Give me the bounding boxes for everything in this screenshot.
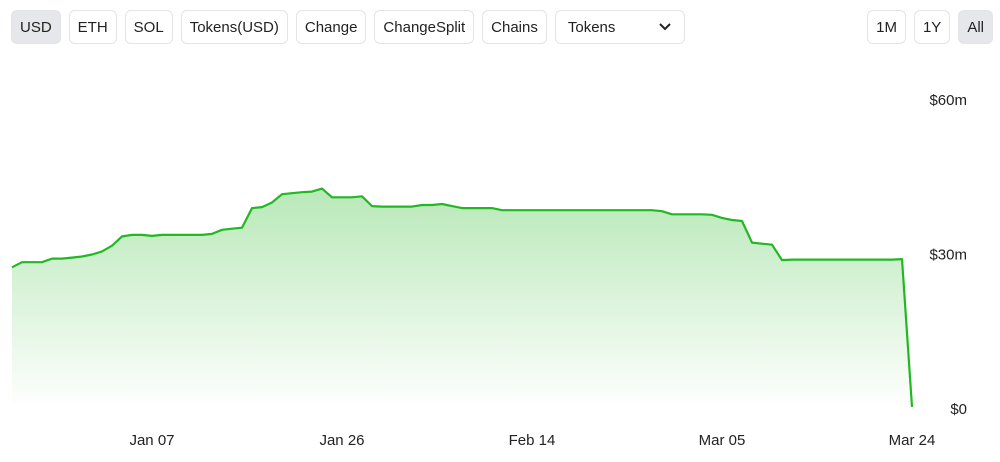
y-tick-label: $60m — [929, 92, 967, 109]
range-button[interactable]: 1M — [867, 10, 906, 44]
area — [12, 188, 912, 410]
unit-button[interactable]: SOL — [124, 10, 173, 44]
unit-button[interactable]: Tokens(USD) — [180, 10, 288, 44]
y-tick-label: $0 — [950, 401, 967, 418]
unit-button[interactable]: ChangeSplit — [374, 10, 475, 44]
x-tick-label: Mar 24 — [889, 432, 936, 449]
unit-button[interactable]: Chains — [482, 10, 547, 44]
unit-button[interactable]: USD — [11, 10, 61, 44]
unit-button[interactable]: ETH — [68, 10, 117, 44]
x-tick-label: Feb 14 — [509, 432, 556, 449]
range-button[interactable]: 1Y — [913, 10, 951, 44]
line — [11, 187, 914, 407]
y-tick-label: $30m — [929, 246, 967, 263]
range-button[interactable]: All — [958, 10, 993, 44]
chevron — [659, 23, 671, 31]
toolbar: USD ETH SOL Tokens(USD) Change ChangeSplit Cha… — [11, 10, 993, 44]
dropdown-label: Tokens — [567, 18, 616, 36]
dropdown[interactable]: Tokens — [554, 10, 685, 44]
unit-button[interactable]: Change — [295, 10, 367, 44]
x-tick-label: Jan 07 — [129, 432, 174, 449]
x-tick-label: Mar 05 — [699, 432, 746, 449]
x-tick-label: Jan 26 — [319, 432, 364, 449]
